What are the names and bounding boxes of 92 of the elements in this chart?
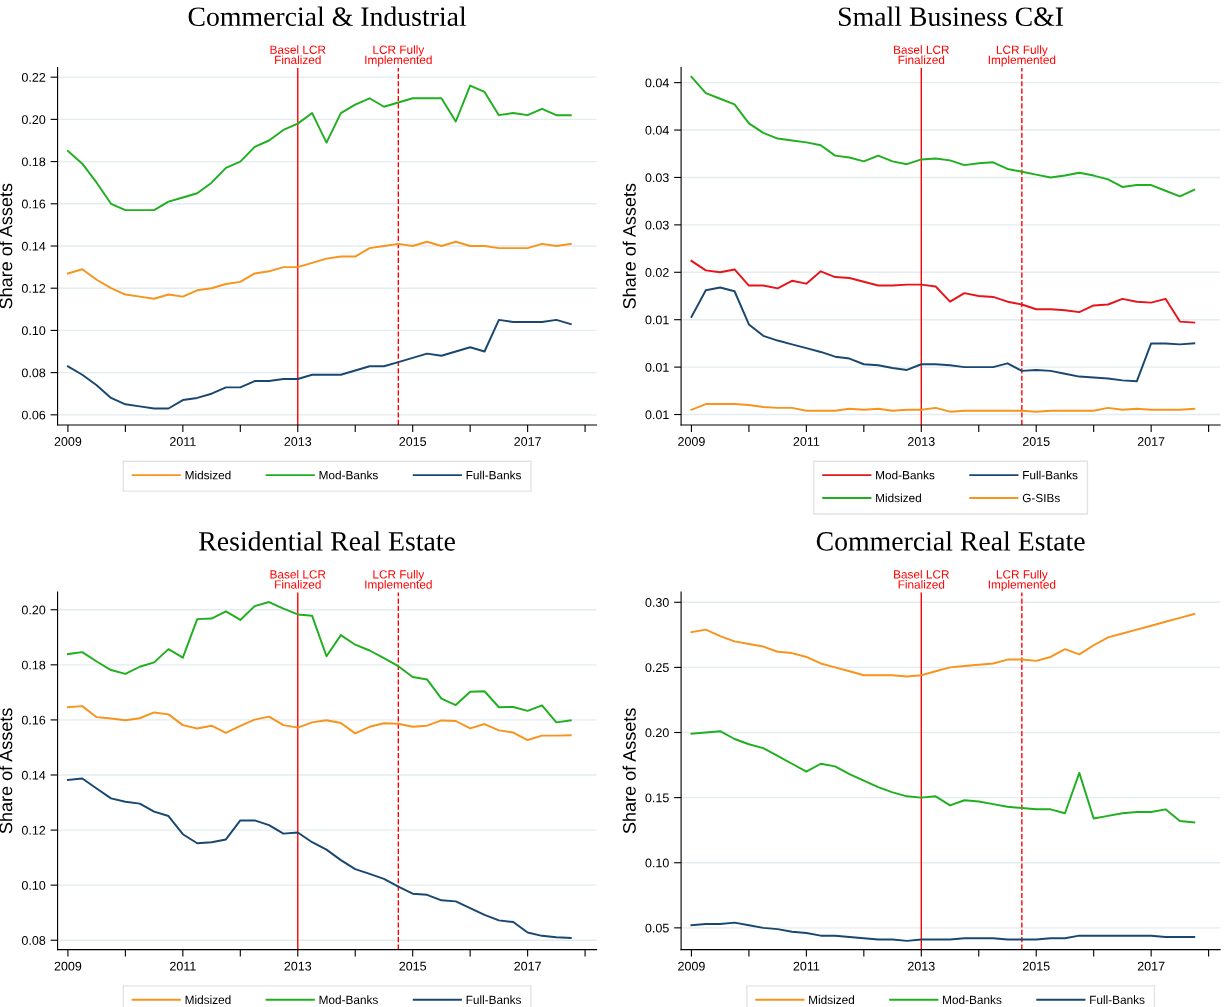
x-tick-label: 2017 [514,961,541,971]
x-tick-label: 2011 [170,961,196,971]
chart-title: Small Business C&I [839,6,1064,27]
x-tick-label: 2011 [793,437,820,446]
line-series [690,259,1196,324]
y-tick-label: 0.15 [645,793,669,803]
x-tick-label: 2015 [399,437,427,446]
y-tick-label: 0.16 [21,199,46,209]
y-axis-title: Share of Assets [622,183,636,309]
line-series [690,730,1196,824]
y-tick-label: 0.18 [21,157,46,167]
y-tick-label: 0.01 [645,410,669,420]
ref-line-label: Basel LCR Finalized [894,45,949,65]
ref-line-label: Basel LCR Finalized [270,45,326,65]
chart-title: Commercial & Industrial [188,6,467,27]
y-tick-label: 0.16 [21,715,46,725]
legend-label: G-SIBs [1022,493,1060,503]
line-series [66,777,572,939]
y-tick-label: 0.20 [21,115,46,125]
legend-label: Full-Banks [466,470,522,480]
y-tick-label: 0.30 [645,598,669,607]
line-series [690,921,1196,942]
y-tick-label: 0.05 [645,923,669,933]
line-series [66,240,572,300]
y-tick-label: 0.03 [645,173,669,183]
legend-label: Full-Banks [466,995,522,1005]
y-axis-title: Share of Assets [0,708,13,834]
line-series [66,705,572,741]
y-tick-label: 0.03 [645,220,669,230]
ref-line-label: Basel LCR Finalized [894,569,949,589]
legend-label: Midsized [809,995,855,1005]
y-tick-label: 0.22 [21,72,46,82]
line-series [690,286,1196,383]
y-tick-label: 0.20 [645,728,669,738]
x-tick-label: 2017 [1137,961,1165,971]
y-tick-label: 0.08 [21,936,46,945]
x-tick-label: 2013 [908,961,935,971]
x-tick-label: 2013 [284,961,312,971]
x-tick-label: 2009 [54,961,82,971]
ref-line-label: LCR Fully Implemented [365,45,432,67]
y-tick-label: 0.02 [645,268,669,277]
line-series [690,403,1196,413]
y-tick-label: 0.01 [645,362,669,372]
line-series [66,84,572,212]
y-tick-label: 0.06 [21,410,46,420]
x-tick-label: 2015 [1022,961,1050,971]
y-tick-label: 0.01 [645,315,669,325]
x-tick-label: 2009 [54,437,82,446]
legend-label: Full-Banks [1023,470,1078,480]
legend-label: Midsized [876,493,921,503]
ref-line-label: LCR Fully Implemented [365,569,432,592]
line-series [66,318,572,410]
y-tick-label: 0.14 [21,770,46,780]
y-tick-label: 0.14 [21,241,46,251]
ref-line-label: LCR Fully Implemented [988,45,1056,67]
chart-title: Commercial Real Estate [816,531,1085,551]
x-tick-label: 2017 [514,437,541,446]
legend-label: Full-Banks [1090,995,1145,1005]
x-tick-label: 2017 [1137,437,1165,446]
legend-label: Mod-Banks [319,995,378,1005]
y-axis-title: Share of Assets [0,183,13,309]
y-tick-label: 0.08 [21,368,46,378]
chart-title: Residential Real Estate [199,531,455,551]
x-tick-label: 2011 [793,961,820,971]
y-tick-label: 0.04 [645,125,669,135]
legend-label: Mod-Banks [943,995,1002,1005]
y-tick-label: 0.12 [21,284,46,293]
x-tick-label: 2013 [284,437,312,446]
x-tick-label: 2015 [399,961,427,971]
x-tick-label: 2011 [170,437,196,446]
line-series [690,75,1196,198]
x-tick-label: 2015 [1022,437,1050,446]
y-tick-label: 0.18 [21,660,46,670]
y-tick-label: 0.10 [21,326,46,336]
x-tick-label: 2009 [678,437,705,446]
y-tick-label: 0.20 [21,605,46,615]
line-series [66,601,572,724]
y-axis-title: Share of Assets [622,708,636,834]
legend-label: Mod-Banks [319,470,378,480]
y-tick-label: 0.10 [645,858,669,868]
ref-line-label: LCR Fully Implemented [988,569,1056,592]
ref-line-label: Basel LCR Finalized [270,569,326,589]
line-series [690,613,1196,678]
legend-label: Mod-Banks [876,470,935,480]
x-tick-label: 2009 [678,961,705,971]
y-tick-label: 0.12 [21,825,46,835]
legend-label: Midsized [185,995,231,1005]
legend-label: Midsized [185,470,231,480]
y-tick-label: 0.04 [645,78,669,88]
y-tick-label: 0.25 [645,663,669,673]
x-tick-label: 2013 [908,437,935,446]
y-tick-label: 0.10 [21,880,46,890]
